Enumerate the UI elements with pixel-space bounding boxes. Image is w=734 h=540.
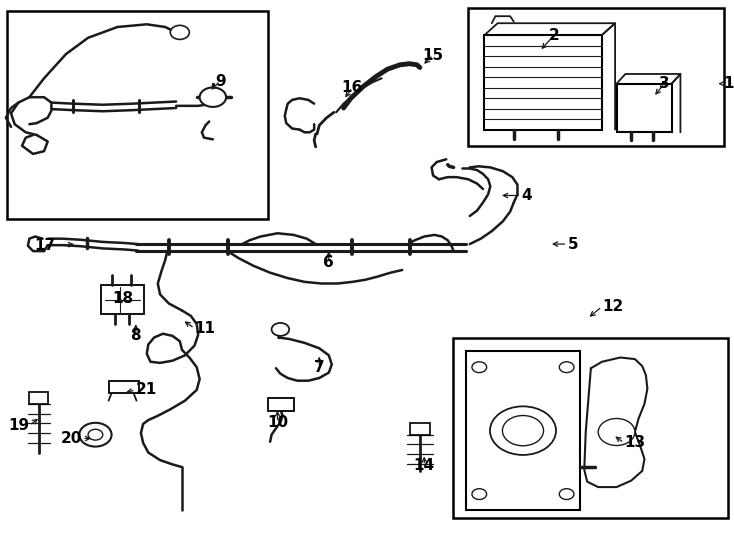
Text: 3: 3 [659, 76, 669, 91]
Circle shape [170, 25, 189, 39]
Text: 11: 11 [195, 321, 216, 336]
Text: 6: 6 [324, 255, 334, 271]
Text: 12: 12 [602, 299, 623, 314]
Circle shape [502, 416, 543, 446]
Text: 2: 2 [549, 28, 559, 43]
Text: 19: 19 [8, 418, 29, 433]
Circle shape [79, 423, 112, 447]
Text: 5: 5 [567, 237, 578, 252]
Bar [268, 398, 294, 411]
Circle shape [200, 87, 226, 107]
Circle shape [88, 429, 103, 440]
Text: 17: 17 [34, 238, 55, 253]
Text: 18: 18 [113, 291, 134, 306]
Text: 9: 9 [215, 73, 225, 89]
Text: 16: 16 [342, 80, 363, 95]
Circle shape [472, 489, 487, 500]
Circle shape [272, 323, 289, 336]
Text: 10: 10 [267, 415, 288, 430]
Bar [466, 351, 580, 510]
Text: 20: 20 [61, 431, 82, 446]
Bar [468, 8, 724, 146]
Circle shape [559, 489, 574, 500]
Bar [101, 285, 144, 314]
Bar [617, 84, 672, 132]
Circle shape [598, 418, 635, 445]
Bar [484, 35, 602, 130]
Bar [29, 392, 48, 404]
Bar [7, 11, 268, 219]
Text: 1: 1 [723, 76, 733, 91]
Bar [109, 381, 139, 393]
Text: 8: 8 [131, 328, 141, 343]
Text: 13: 13 [624, 435, 645, 450]
Circle shape [490, 406, 556, 455]
Circle shape [472, 362, 487, 373]
Text: 15: 15 [423, 48, 443, 63]
Text: 14: 14 [414, 458, 435, 473]
Bar [453, 338, 728, 518]
Bar [410, 423, 430, 435]
Text: 21: 21 [136, 382, 157, 397]
Text: 7: 7 [314, 360, 324, 375]
Circle shape [559, 362, 574, 373]
Text: 4: 4 [521, 188, 531, 203]
